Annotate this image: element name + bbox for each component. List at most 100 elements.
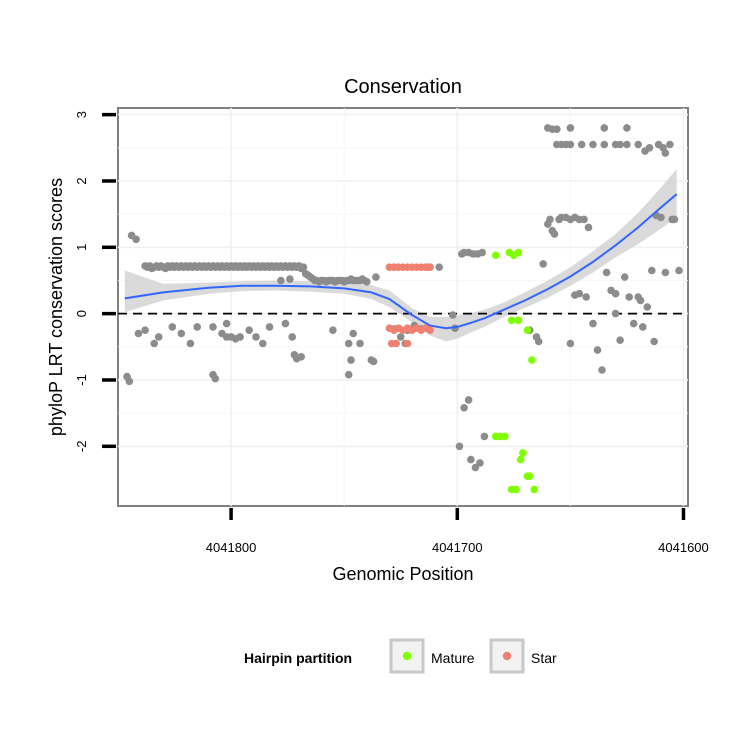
- x-tick-label-1: 4041700: [432, 540, 483, 555]
- point-other-111: [209, 323, 217, 331]
- legend-label-star: Star: [531, 650, 557, 666]
- point-mature-4: [507, 316, 516, 325]
- point-other-125: [344, 339, 353, 348]
- point-mature-5: [514, 316, 523, 325]
- point-other-133: [211, 374, 220, 383]
- point-other-130: [277, 276, 285, 285]
- point-other-119: [281, 319, 290, 328]
- point-other-225: [668, 215, 676, 224]
- point-other-131: [286, 275, 294, 283]
- point-other-199: [661, 268, 670, 277]
- point-other-136: [231, 335, 240, 343]
- grid-lines: [118, 108, 688, 506]
- point-other-211: [589, 140, 597, 149]
- point-other-137: [356, 339, 364, 348]
- point-other-147: [435, 263, 444, 272]
- point-other-183: [589, 319, 597, 328]
- point-other-185: [598, 366, 606, 374]
- point-other-141: [396, 333, 405, 341]
- point-other-177: [580, 215, 588, 224]
- point-other-105: [150, 339, 158, 348]
- smooth-fit-line: [124, 193, 678, 330]
- legend-label-mature: Mature: [431, 650, 475, 666]
- point-other-126: [349, 329, 358, 338]
- point-other-158: [464, 396, 473, 404]
- point-other-109: [186, 339, 195, 348]
- point-other-168: [546, 215, 554, 224]
- point-other-219: [600, 124, 609, 132]
- y-tick-label-5: 3: [74, 111, 89, 118]
- point-other-157: [460, 404, 468, 412]
- point-mature-17: [530, 485, 538, 494]
- y-tick-label-0: -2: [74, 441, 89, 453]
- point-other-118: [265, 323, 274, 331]
- point-other-218: [566, 124, 575, 132]
- point-other-215: [623, 140, 631, 149]
- point-other-198: [657, 213, 665, 222]
- y-axis-label: phyloP LRT conservation scores: [46, 178, 66, 436]
- point-other-220: [623, 124, 631, 132]
- confidence-band: [124, 169, 677, 342]
- point-other-192: [629, 319, 638, 328]
- x-axis-label: Genomic Position: [332, 564, 473, 584]
- point-mature-13: [516, 455, 525, 464]
- legend-dot-mature: [402, 651, 412, 661]
- point-other-191: [625, 293, 633, 301]
- point-other-155: [478, 248, 487, 257]
- point-star-21: [392, 339, 401, 348]
- point-other-127: [344, 370, 353, 379]
- y-tick-label-2: 0: [74, 310, 89, 317]
- point-other-205: [553, 125, 561, 133]
- point-other-189: [616, 336, 624, 345]
- point-other-184: [593, 346, 602, 354]
- point-mature-10: [501, 432, 509, 441]
- x-tick-label-2: 4041600: [658, 540, 709, 555]
- point-other-188: [611, 289, 620, 298]
- point-other-216: [634, 140, 642, 149]
- point-other-106: [154, 333, 163, 341]
- point-other-108: [177, 329, 186, 338]
- point-other-156: [455, 442, 464, 451]
- point-other-190: [620, 273, 629, 281]
- point-other-161: [476, 459, 484, 467]
- data-points: [123, 124, 683, 494]
- y-axis: -2 -1 0 1 2 3: [74, 111, 116, 452]
- point-other-178: [584, 223, 593, 232]
- point-other-110: [193, 323, 201, 331]
- point-other-209: [566, 140, 575, 149]
- point-star-19: [426, 326, 434, 335]
- point-other-181: [575, 289, 584, 298]
- point-other-170: [550, 230, 559, 238]
- point-mature-3: [514, 248, 523, 257]
- point-other-104: [141, 326, 149, 335]
- point-other-134: [222, 319, 231, 328]
- y-tick-label-4: 2: [74, 177, 89, 184]
- point-other-124: [329, 326, 337, 335]
- y-tick-label-3: 1: [74, 244, 89, 251]
- point-other-226: [650, 337, 658, 346]
- point-other-227: [636, 296, 645, 305]
- point-other-222: [666, 140, 674, 149]
- point-other-75: [299, 263, 308, 272]
- confidence-band-area: [124, 169, 677, 342]
- point-other-116: [252, 333, 260, 341]
- point-other-115: [245, 326, 253, 335]
- point-other-195: [643, 303, 652, 311]
- legend-title: Hairpin partition: [244, 650, 352, 666]
- point-other-103: [363, 278, 371, 286]
- point-other-159: [467, 455, 475, 464]
- point-other-4: [134, 329, 143, 338]
- point-other-123: [297, 353, 306, 361]
- point-other-148: [449, 311, 457, 319]
- point-mature-12: [512, 485, 520, 494]
- point-other-162: [480, 432, 489, 441]
- chart-title: Conservation: [344, 76, 462, 98]
- point-other-165: [534, 337, 543, 346]
- point-other-212: [600, 140, 609, 149]
- point-mature-6: [523, 326, 532, 335]
- point-other-221: [645, 144, 654, 152]
- point-other-196: [648, 266, 656, 275]
- point-other-214: [616, 140, 624, 149]
- legend-dot-star: [502, 651, 512, 661]
